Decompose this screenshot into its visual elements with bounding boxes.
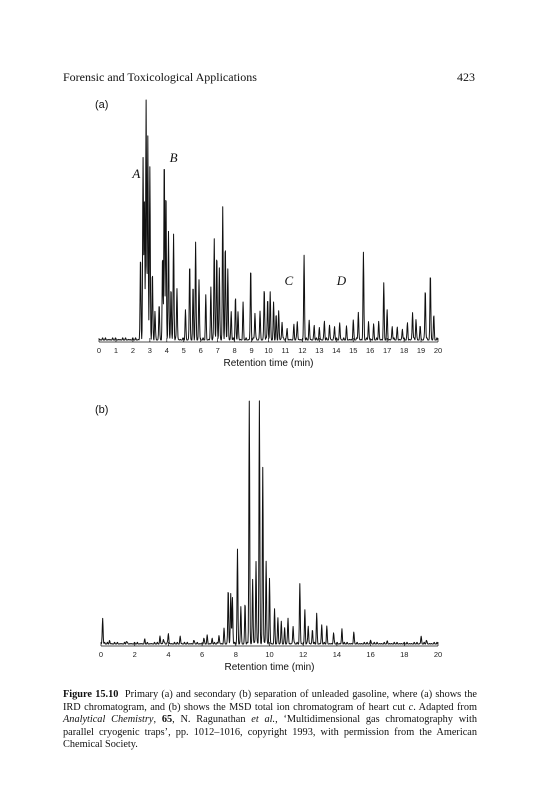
x-tick-label: 14 [332, 346, 340, 355]
caption-volume: 65 [161, 714, 173, 726]
x-tick-label: 4 [165, 346, 169, 355]
peak-label-b: B [170, 150, 178, 165]
chromatogram-trace [100, 400, 439, 645]
x-axis-title: Retention time (min) [223, 358, 313, 369]
peak-label-a: A [131, 166, 140, 181]
x-tick-label: 14 [333, 650, 341, 659]
page-number: 423 [457, 70, 475, 84]
x-tick-label: 15 [349, 346, 357, 355]
x-tick-label: 1 [114, 346, 118, 355]
x-tick-label: 18 [400, 346, 408, 355]
x-tick-label: 0 [97, 346, 101, 355]
x-tick-label: 12 [298, 346, 306, 355]
caption-etal: et al. [251, 714, 276, 726]
x-tick-label: 18 [400, 650, 408, 659]
x-tick-label: 16 [366, 346, 374, 355]
x-tick-label: 20 [434, 650, 442, 659]
caption-text-1: Primary (a) and secondary (b) separation… [63, 689, 477, 713]
caption-text-4: , N. Ragunathan [172, 714, 252, 726]
panel-b-label: (b) [95, 404, 109, 416]
x-tick-label: 19 [417, 346, 425, 355]
x-tick-label: 6 [200, 650, 204, 659]
running-head: Forensic and Toxicological Applications … [63, 70, 475, 85]
peak-label-d: D [336, 273, 347, 288]
x-tick-label: 13 [315, 346, 323, 355]
x-axis-title: Retention time (min) [224, 662, 314, 673]
chromatogram-trace [98, 99, 439, 341]
peak-label-c: C [285, 273, 294, 288]
x-tick-label: 8 [234, 650, 238, 659]
x-tick-label: 5 [182, 346, 186, 355]
x-tick-label: 0 [99, 650, 103, 659]
x-tick-label: 10 [264, 346, 272, 355]
chromatogram-a: 0 1 2 3 4 5 6 7 8 9 10 11 12 13 14 15 16 17 18 19 20Retentio… [97, 99, 442, 369]
x-tick-label: 4 [166, 650, 170, 659]
caption-text-2: . Adapted from [413, 701, 477, 713]
panel-a-label: (a) [95, 99, 109, 111]
x-tick-label: 11 [282, 346, 290, 355]
caption-italic-c: c [408, 701, 414, 713]
caption-label: Figure 15.10 [63, 689, 119, 700]
x-tick-label: 2 [131, 346, 135, 355]
x-tick-label: 12 [299, 650, 307, 659]
x-tick-label: 2 [133, 650, 137, 659]
figure-caption: Figure 15.10 Primary (a) and secondary (… [63, 689, 477, 752]
chromatogram-b: 0 2 4 6 8 10 12 14 16 18 20 Retention time (min) [99, 400, 442, 673]
x-tick-label: 3 [148, 346, 152, 355]
x-tick-label: 6 [199, 346, 203, 355]
x-tick-label: 20 [434, 346, 442, 355]
caption-text-5: , ‘Multidimensional gas chromatography w… [63, 714, 477, 751]
x-tick-label: 9 [249, 346, 253, 355]
x-tick-label: 17 [383, 346, 391, 355]
x-tick-label: 10 [265, 650, 273, 659]
x-tick-label: 7 [216, 346, 220, 355]
caption-text-3: , [153, 714, 162, 726]
x-tick-label: 16 [366, 650, 374, 659]
running-head-title: Forensic and Toxicological Applications [63, 70, 257, 84]
caption-journal: Analytical Chemistry [63, 714, 154, 726]
x-tick-label: 8 [233, 346, 237, 355]
